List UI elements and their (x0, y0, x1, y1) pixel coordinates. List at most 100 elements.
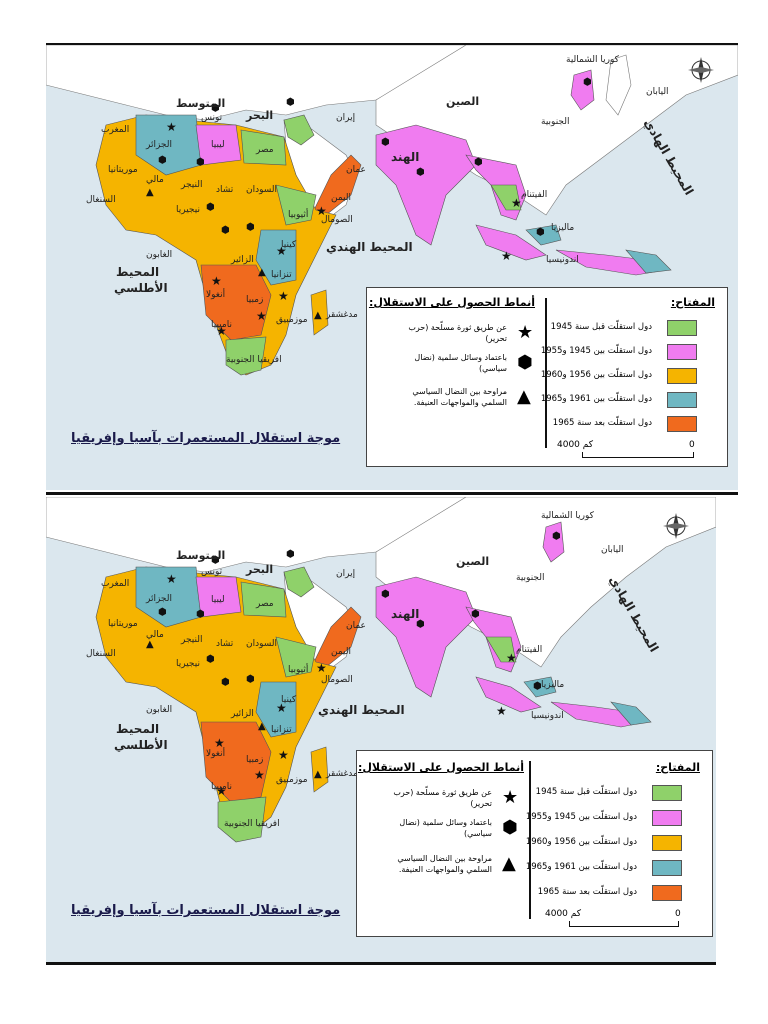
svg-text:⬢: ⬢ (246, 674, 255, 685)
scale-max: 4000 كم (557, 440, 594, 450)
svg-text:⬢: ⬢ (196, 157, 205, 168)
label-south-africa: افريقيا الجنوبية (226, 355, 282, 365)
label-chad: تشاد (216, 639, 234, 649)
legend-mode-2: باعتماد وسائل سلمية (نضال سياسي) (399, 818, 492, 838)
map-canvas-2: ★ ⬢ ⬢ ⬢ ⬢ ▲ ⬢ ⬢ ⬢ ★ ★ ▲ ★ ★ ★ ★ ▲ ⬢ ⬢ ⬢ … (46, 497, 716, 843)
svg-text:★: ★ (501, 249, 512, 263)
legend-mode-3: مراوحة بين النضال السياسي السلمي والمواج… (412, 387, 507, 407)
legend-item-2: دول استقلّت بين 1945 و1955 (525, 812, 637, 822)
label-india: الهند (391, 607, 420, 621)
label-yemen: اليمن (331, 647, 352, 657)
svg-text:⬢: ⬢ (416, 619, 425, 630)
label-japan: اليابان (601, 545, 624, 555)
legend-mode-2: باعتماد وسائل سلمية (نضال سياسي) (414, 353, 507, 373)
map-markers-2: ★ ⬢ ⬢ ⬢ ⬢ ▲ ⬢ ⬢ ⬢ ★ ★ ▲ ★ ★ ★ ★ ▲ ⬢ ⬢ ⬢ … (146, 531, 561, 798)
label-japan: اليابان (646, 87, 669, 97)
label-somalia: الصومال (321, 215, 353, 225)
triangle-icon: ▲ (517, 386, 531, 407)
label-morocco: المغرب (101, 579, 130, 589)
svg-text:⬢: ⬢ (536, 227, 545, 238)
legend-mode-1: عن طريق ثورة مسلّحة (حرب تحرير) (408, 323, 507, 343)
svg-text:⬢: ⬢ (206, 202, 215, 213)
svg-text:★: ★ (496, 704, 507, 718)
legend-swatch-3 (652, 835, 682, 851)
scale-bar (569, 921, 679, 927)
top-rule (46, 43, 738, 45)
svg-text:⬢: ⬢ (552, 531, 561, 542)
svg-text:⬢: ⬢ (206, 654, 215, 665)
label-tunisia: تونس (201, 113, 223, 123)
svg-text:⬢: ⬢ (474, 157, 483, 168)
label-sudan: السودان (246, 185, 278, 195)
label-mauritania: موريتانيا (108, 619, 138, 629)
map-canvas: ★ ⬢ ⬢ ⬢ ⬢ ▲ ⬢ ⬢ ⬢ ★ ★ ▲ ★ ★ ★ ★ ▲ ⬢ ⬢ ⬢ … (46, 45, 738, 376)
label-mozambique: موزمبيق (276, 315, 308, 325)
label-tanzania: تنزانيا (271, 270, 292, 280)
label-atlantic-1: المحيط (116, 722, 160, 736)
svg-text:⬢: ⬢ (286, 549, 295, 560)
svg-text:▲: ▲ (146, 187, 154, 198)
label-egypt: مصر (256, 599, 274, 609)
svg-text:⬢: ⬢ (471, 609, 480, 620)
scale-max: 4000 كم (545, 909, 582, 919)
label-zambia: زمبيا (246, 755, 264, 765)
svg-text:★: ★ (276, 244, 287, 258)
svg-text:⬢: ⬢ (246, 222, 255, 233)
svg-text:⬢: ⬢ (286, 97, 295, 108)
legend-swatch-1 (667, 320, 697, 336)
label-iran: إيران (336, 113, 356, 123)
legend-key-title: المفتاح: (670, 296, 715, 309)
legend-divider (545, 298, 547, 448)
legend-item-5: دول استقلّت بعد سنة 1965 (552, 418, 652, 428)
label-south-korea: الجنوبية (541, 117, 570, 127)
legend-swatch-2 (652, 810, 682, 826)
label-indian-ocean: المحيط الهندي (326, 240, 413, 254)
svg-text:▲: ▲ (146, 639, 154, 650)
label-namibia: ناميبيا (211, 320, 232, 330)
svg-text:⬢: ⬢ (158, 155, 167, 166)
svg-text:⬢: ⬢ (196, 609, 205, 620)
legend-mode-1: عن طريق ثورة مسلّحة (حرب تحرير) (393, 788, 492, 808)
svg-text:▲: ▲ (258, 267, 266, 278)
star-icon: ★ (517, 322, 534, 343)
svg-text:★: ★ (166, 572, 177, 586)
label-south-africa: افريقيا الجنوبية (224, 819, 280, 829)
label-tanzania: تنزانيا (271, 725, 292, 735)
hexagon-icon: ⬢ (517, 352, 533, 373)
label-mediterranean: المتوسط (176, 97, 226, 110)
svg-text:★: ★ (166, 120, 177, 134)
label-oman: عمان (346, 165, 366, 175)
label-sea: البحر (246, 563, 274, 576)
label-egypt: مصر (256, 145, 274, 155)
svg-text:★: ★ (278, 289, 289, 303)
label-mediterranean: المتوسط (176, 549, 226, 562)
label-algeria: الجزائر (146, 594, 172, 604)
label-senegal: السنغال (86, 649, 116, 659)
svg-text:⬢: ⬢ (583, 77, 592, 88)
map-markers: ★ ⬢ ⬢ ⬢ ⬢ ▲ ⬢ ⬢ ⬢ ★ ★ ▲ ★ ★ ★ ★ ▲ ⬢ ⬢ ⬢ … (146, 77, 592, 338)
label-sudan: السودان (246, 639, 278, 649)
svg-text:⬢: ⬢ (221, 677, 230, 688)
svg-text:⬢: ⬢ (221, 225, 230, 236)
svg-text:★: ★ (511, 196, 522, 210)
label-zaire: الزائير (231, 255, 254, 265)
star-icon: ★ (502, 787, 519, 808)
label-atlantic-2: الأطلسي (114, 738, 168, 752)
label-zaire: الزائير (231, 709, 254, 719)
legend-item-4: دول استقلّت بين 1961 و1965 (540, 394, 652, 404)
legend-key-title: المفتاح: (655, 761, 700, 774)
label-mali: مالي (146, 175, 164, 185)
label-indonesia: اندونيسيا (546, 255, 579, 265)
label-morocco: المغرب (101, 125, 130, 135)
label-madagascar: مدغشقر (326, 310, 358, 320)
svg-text:▲: ▲ (314, 769, 322, 780)
label-iran: إيران (336, 569, 356, 579)
label-algeria: الجزائر (146, 140, 172, 150)
legend-swatch-4 (652, 860, 682, 876)
map-panel-2: ★ ⬢ ⬢ ⬢ ⬢ ▲ ⬢ ⬢ ⬢ ★ ★ ▲ ★ ★ ★ ★ ▲ ⬢ ⬢ ⬢ … (46, 497, 716, 962)
label-gabon: الغابون (146, 250, 173, 260)
label-indonesia: اندونيسيا (531, 711, 564, 721)
svg-text:⬢: ⬢ (211, 103, 220, 114)
label-zambia: زمبيا (246, 295, 264, 305)
svg-text:▲: ▲ (258, 721, 266, 732)
